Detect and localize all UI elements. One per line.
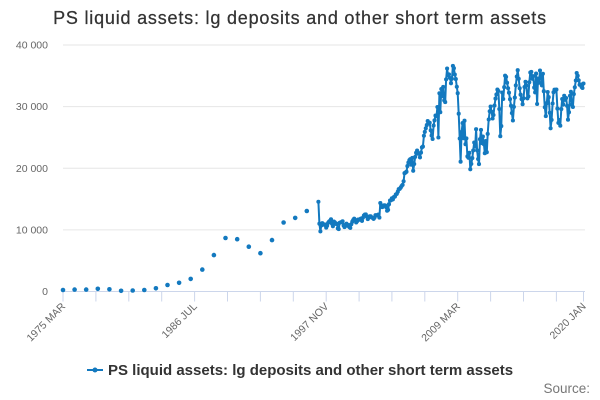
svg-text:20 000: 20 000 [16, 163, 48, 175]
svg-text:30 000: 30 000 [16, 101, 48, 113]
svg-text:Source:: Source: [543, 381, 590, 396]
svg-text:PS liquid assets: lg deposits: PS liquid assets: lg deposits and other … [108, 362, 513, 379]
svg-text:40 000: 40 000 [16, 40, 48, 52]
svg-text:0: 0 [42, 286, 48, 298]
svg-text:10 000: 10 000 [16, 224, 48, 236]
svg-text:PS liquid assets: lg deposits: PS liquid assets: lg deposits and other … [53, 8, 547, 28]
